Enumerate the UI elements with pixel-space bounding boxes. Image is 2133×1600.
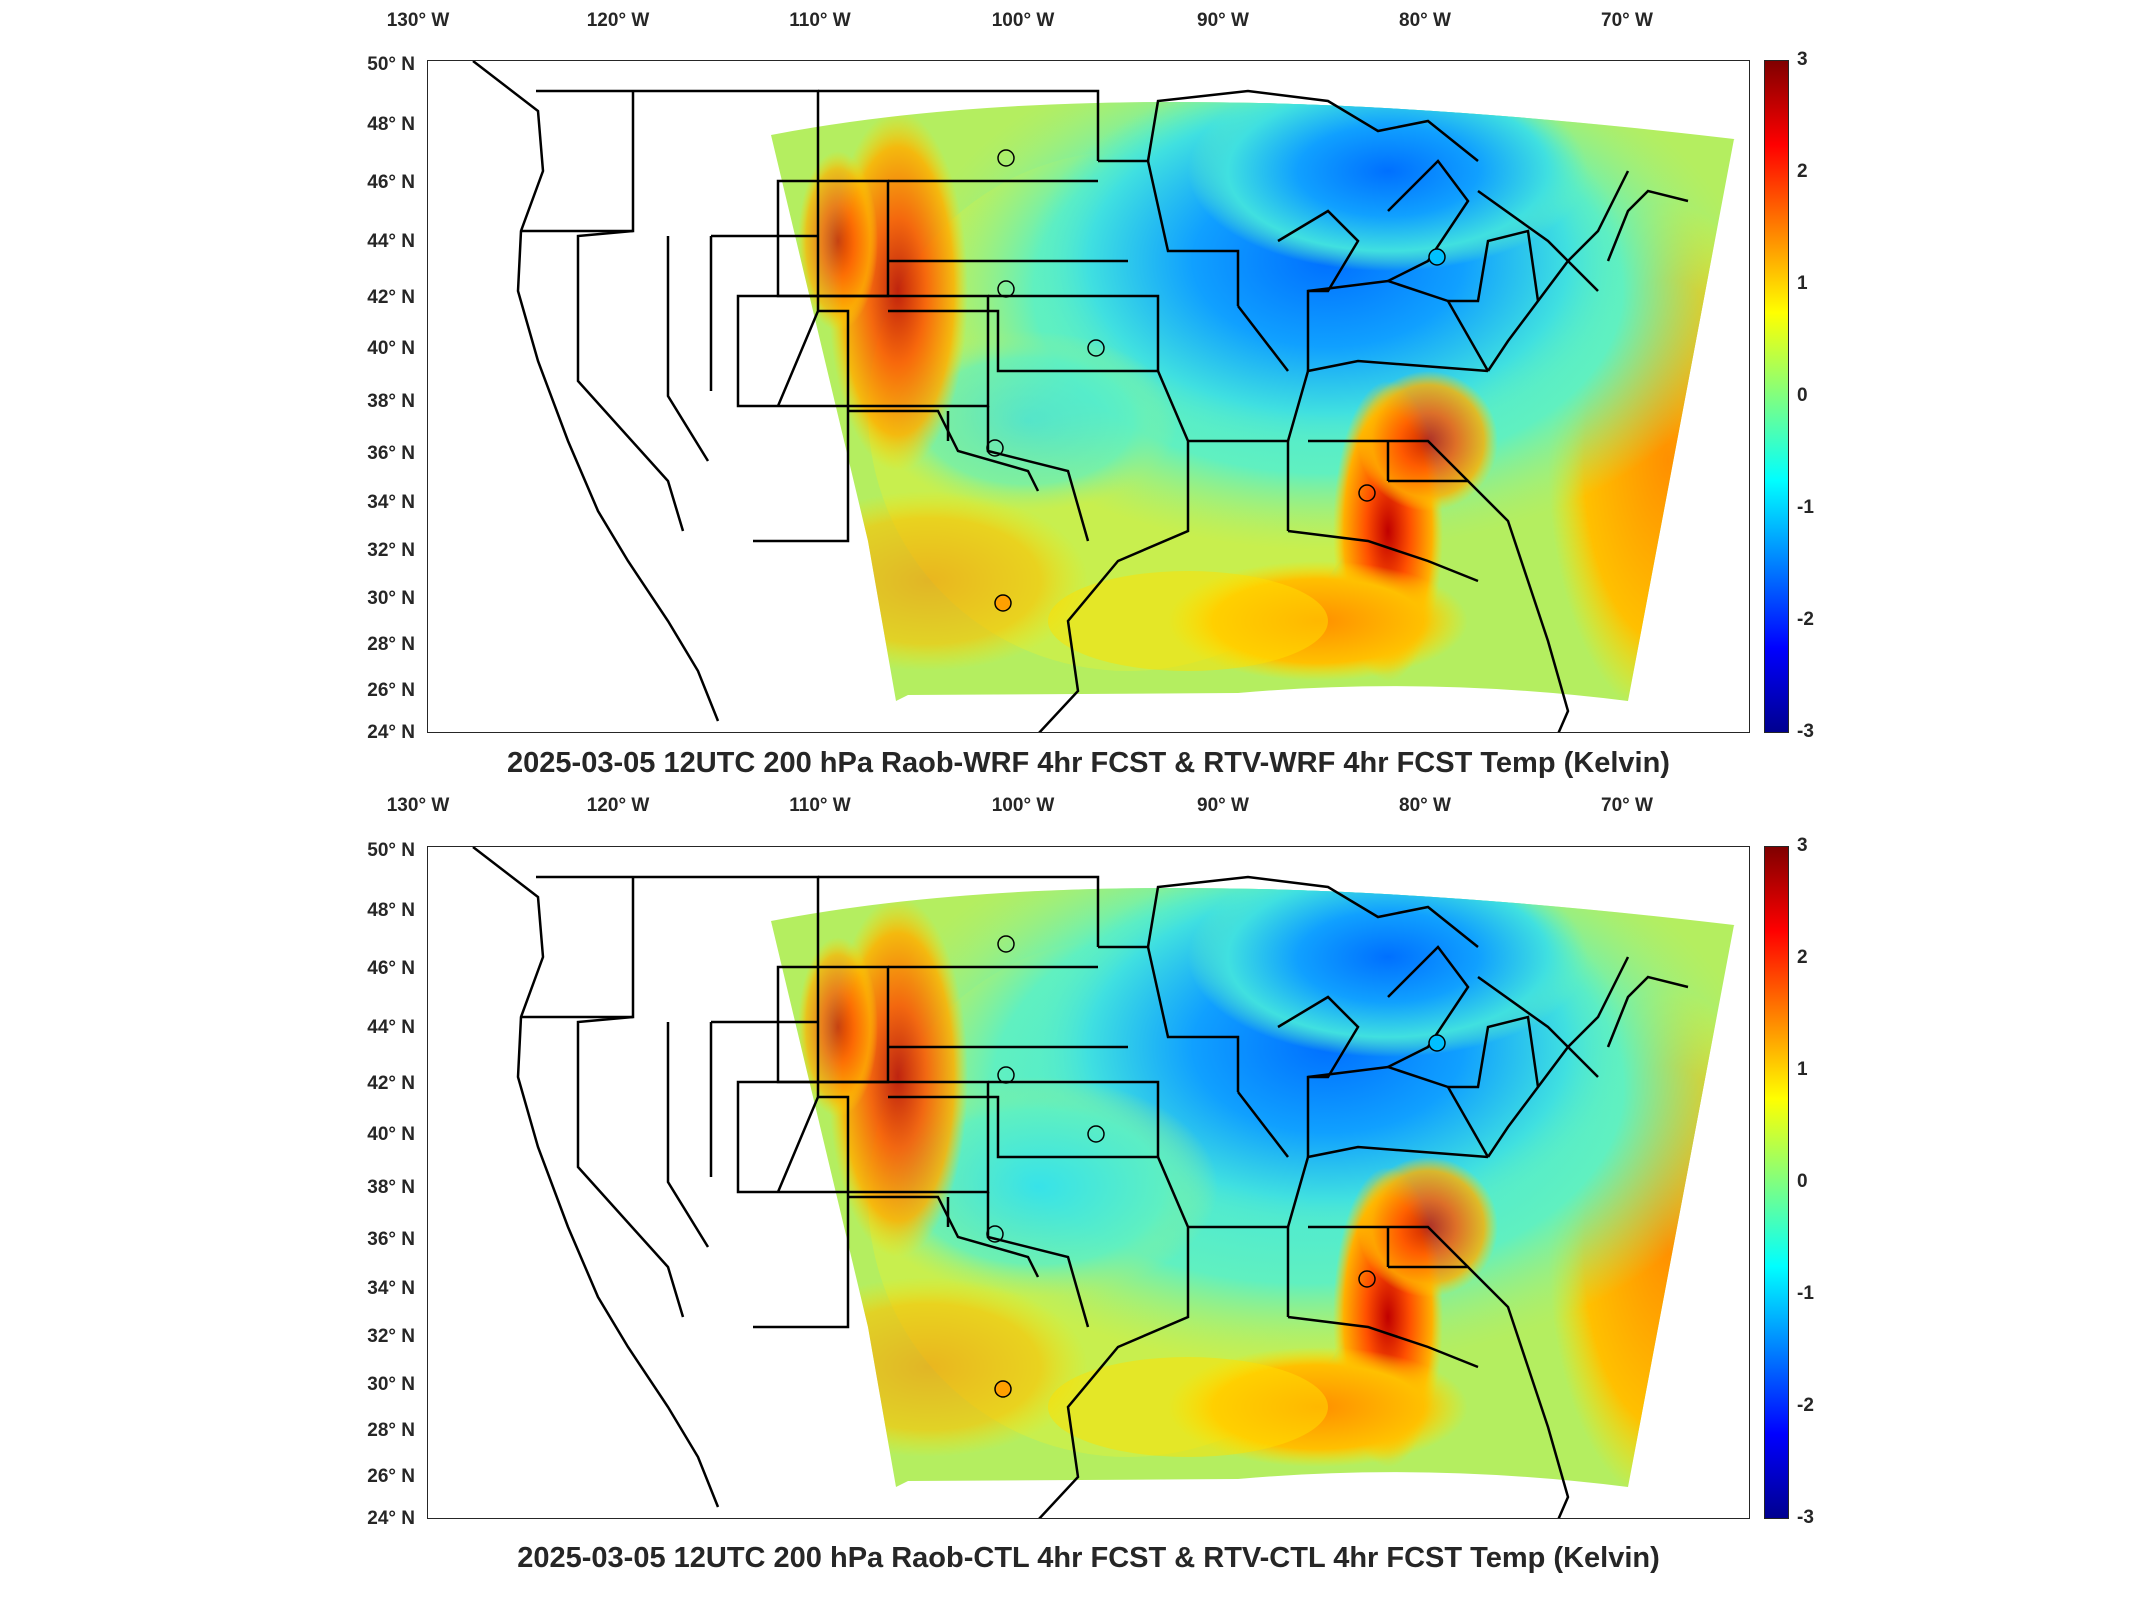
lat-label: 26° N bbox=[367, 680, 415, 701]
lat-label: 30° N bbox=[367, 588, 415, 609]
lat-label: 46° N bbox=[367, 958, 415, 979]
bottom-panel: 130° W 120° W 110° W 100° W 90° W 80° W … bbox=[0, 790, 2133, 1600]
lon-label: 80° W bbox=[1399, 10, 1451, 31]
lat-label: 48° N bbox=[367, 900, 415, 921]
lat-label: 40° N bbox=[367, 338, 415, 359]
lon-label: 120° W bbox=[586, 795, 650, 816]
lat-label: 32° N bbox=[367, 1326, 415, 1347]
lat-label: 24° N bbox=[367, 1508, 415, 1529]
panel-title: 2025-03-05 12UTC 200 hPa Raob-CTL 4hr FC… bbox=[517, 1542, 1660, 1574]
map-area bbox=[427, 846, 1750, 1519]
colorbar-tick: -1 bbox=[1797, 497, 1814, 518]
colorbar-tick: 0 bbox=[1797, 1171, 1808, 1192]
lat-label: 36° N bbox=[367, 1229, 415, 1250]
raob-stations bbox=[986, 149, 1446, 612]
colorbar-tick: 3 bbox=[1797, 49, 1808, 70]
top-panel: 130° W 120° W 110° W 100° W 90° W 80° W … bbox=[0, 0, 2133, 790]
temperature-field bbox=[771, 101, 1749, 701]
boundary-lines bbox=[472, 61, 1689, 732]
lat-label: 24° N bbox=[367, 722, 415, 743]
map-area bbox=[427, 60, 1750, 733]
lat-label: 30° N bbox=[367, 1374, 415, 1395]
colorbar-tick: 2 bbox=[1797, 947, 1808, 968]
lon-label: 120° W bbox=[586, 10, 650, 31]
boundary-lines bbox=[472, 847, 1689, 1518]
lon-label: 130° W bbox=[386, 10, 450, 31]
lat-label: 42° N bbox=[367, 1073, 415, 1094]
lat-label: 28° N bbox=[367, 634, 415, 655]
lon-label: 130° W bbox=[386, 795, 450, 816]
lon-label: 70° W bbox=[1601, 795, 1653, 816]
colorbar-tick: -2 bbox=[1797, 609, 1814, 630]
colorbar-tick: -2 bbox=[1797, 1395, 1814, 1416]
lat-label: 44° N bbox=[367, 231, 415, 252]
lon-label: 110° W bbox=[789, 795, 851, 816]
colorbar-tick: 1 bbox=[1797, 1059, 1808, 1080]
lat-label: 38° N bbox=[367, 1177, 415, 1198]
colorbar-tick: 2 bbox=[1797, 161, 1808, 182]
lon-label: 70° W bbox=[1601, 10, 1653, 31]
colorbar-tick: -3 bbox=[1797, 721, 1814, 742]
colorbar-tick: -1 bbox=[1797, 1283, 1814, 1304]
lat-label: 28° N bbox=[367, 1420, 415, 1441]
lat-label: 50° N bbox=[367, 840, 415, 861]
lat-label: 34° N bbox=[367, 492, 415, 513]
colorbar bbox=[1764, 60, 1789, 733]
colorbar-tick: -3 bbox=[1797, 1507, 1814, 1528]
colorbar-tick: 0 bbox=[1797, 385, 1808, 406]
lon-label: 100° W bbox=[991, 795, 1055, 816]
lat-label: 48° N bbox=[367, 114, 415, 135]
lon-label: 90° W bbox=[1197, 10, 1249, 31]
temperature-field bbox=[771, 887, 1749, 1487]
lat-label: 32° N bbox=[367, 540, 415, 561]
lon-label: 100° W bbox=[991, 10, 1055, 31]
lat-label: 36° N bbox=[367, 443, 415, 464]
lat-label: 50° N bbox=[367, 54, 415, 75]
lat-label: 38° N bbox=[367, 391, 415, 412]
lat-label: 34° N bbox=[367, 1278, 415, 1299]
lat-label: 40° N bbox=[367, 1124, 415, 1145]
lat-label: 44° N bbox=[367, 1017, 415, 1038]
lat-label: 26° N bbox=[367, 1466, 415, 1487]
lat-label: 46° N bbox=[367, 172, 415, 193]
lon-label: 110° W bbox=[789, 10, 851, 31]
lon-label: 80° W bbox=[1399, 795, 1451, 816]
lon-label: 90° W bbox=[1197, 795, 1249, 816]
colorbar-tick: 1 bbox=[1797, 273, 1808, 294]
colorbar-tick: 3 bbox=[1797, 835, 1808, 856]
raob-stations bbox=[986, 935, 1446, 1398]
panel-title: 2025-03-05 12UTC 200 hPa Raob-WRF 4hr FC… bbox=[507, 747, 1670, 779]
colorbar bbox=[1764, 846, 1789, 1519]
lat-label: 42° N bbox=[367, 287, 415, 308]
